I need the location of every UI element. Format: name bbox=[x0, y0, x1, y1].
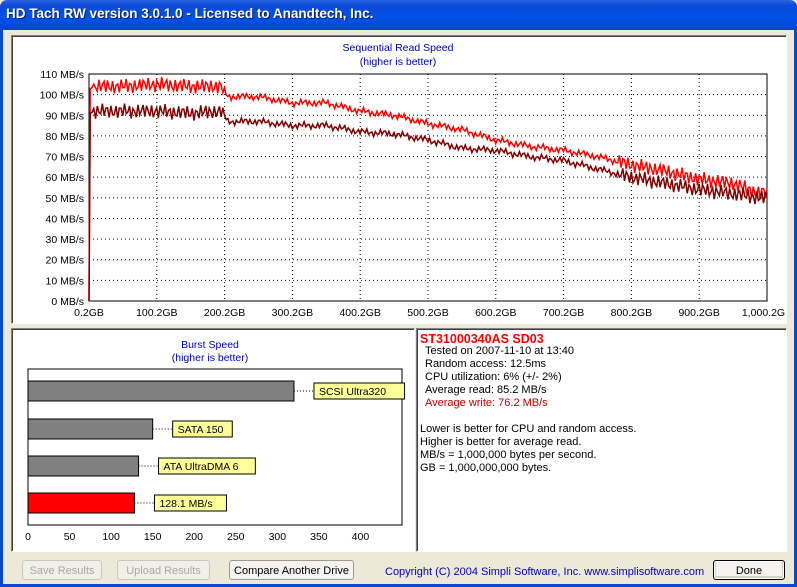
burst-x-tick-label: 400 bbox=[352, 531, 370, 543]
cpu-utilization: CPU utilization: 6% (+/- 2%) bbox=[425, 371, 562, 383]
window-frame-left bbox=[0, 30, 3, 587]
burst-x-tick-label: 50 bbox=[64, 531, 76, 543]
note-line: GB = 1,000,000,000 bytes. bbox=[420, 462, 552, 474]
done-button[interactable]: Done bbox=[713, 560, 785, 580]
window-frame-right bbox=[794, 30, 797, 587]
read-x-tick-label: 300.2GB bbox=[272, 307, 313, 319]
burst-bar-label: ATA UltraDMA 6 bbox=[164, 461, 239, 473]
read-x-tick-label: 900.2GB bbox=[678, 307, 719, 319]
burst-speed-panel: Burst Speed (higher is better) 0 50 100 150… bbox=[11, 328, 415, 552]
burst-chart-title: Burst Speed bbox=[181, 339, 239, 351]
read-x-tick-label: 100.2GB bbox=[136, 307, 177, 319]
drive-name: ST31000340AS SD03 bbox=[420, 332, 544, 346]
average-read: Average read: 85.2 MB/s bbox=[425, 384, 547, 396]
burst-label-box bbox=[158, 457, 256, 475]
read-chart-title: Sequential Read Speed bbox=[343, 42, 454, 54]
sequential-read-panel: Sequential Read Speed (higher is better)… bbox=[11, 35, 792, 324]
results-info-panel: ST31000340AS SD03 Tested on 2007-11-10 a… bbox=[416, 328, 787, 552]
average-write: Average write: 76.2 MB/s bbox=[425, 397, 548, 409]
read-y-tick-label: 110 MB/s bbox=[40, 69, 84, 81]
window-title: HD Tach RW version 3.0.1.0 - Licensed to… bbox=[6, 6, 374, 21]
burst-bar bbox=[27, 455, 140, 477]
note-line: Higher is better for average read. bbox=[420, 436, 582, 448]
read-x-tick-label: 700.2GB bbox=[543, 307, 584, 319]
read-y-tick-label: 100 MB/s bbox=[40, 90, 84, 102]
burst-speed-chart: Burst Speed (higher is better) 0 50 100 150… bbox=[25, 339, 406, 543]
burst-label-box bbox=[153, 494, 227, 512]
read-y-tick-label: 10 MB/s bbox=[45, 275, 84, 287]
sequential-read-chart: Sequential Read Speed (higher is better)… bbox=[40, 42, 792, 319]
read-y-tick-label: 30 MB/s bbox=[45, 234, 84, 246]
upload-results-button[interactable]: Upload Results bbox=[117, 560, 210, 580]
burst-chart-subtitle: (higher is better) bbox=[172, 352, 248, 364]
read-chart-subtitle: (higher is better) bbox=[360, 56, 436, 68]
burst-bar bbox=[27, 418, 154, 440]
read-x-tick-label: 0.2GB bbox=[74, 307, 104, 319]
read-x-tick-label: 400.2GB bbox=[339, 307, 380, 319]
burst-x-tick-label: 100 bbox=[102, 531, 120, 543]
burst-x-tick-label: 300 bbox=[269, 531, 287, 543]
window-frame-bottom bbox=[0, 584, 797, 587]
burst-x-tick-label: 250 bbox=[227, 531, 245, 543]
burst-x-tick-label: 0 bbox=[25, 531, 31, 543]
title-bar[interactable]: HD Tach RW version 3.0.1.0 - Licensed to… bbox=[0, 0, 797, 30]
burst-bar-label: SCSI Ultra320 bbox=[319, 386, 386, 398]
read-x-tick-label: 500.2GB bbox=[407, 307, 448, 319]
burst-bar-label: SATA 150 bbox=[178, 424, 224, 436]
save-results-button[interactable]: Save Results bbox=[22, 560, 102, 580]
burst-x-tick-label: 350 bbox=[310, 531, 328, 543]
burst-x-tick-label: 200 bbox=[185, 531, 203, 543]
burst-label-box bbox=[313, 382, 406, 400]
tested-date: Tested on 2007-11-10 at 13:40 bbox=[425, 345, 575, 357]
read-y-tick-label: 90 MB/s bbox=[45, 110, 84, 122]
read-y-tick-label: 80 MB/s bbox=[45, 131, 84, 143]
burst-bar bbox=[27, 492, 135, 514]
burst-bar bbox=[27, 380, 295, 402]
read-y-tick-label: 40 MB/s bbox=[45, 213, 84, 225]
burst-label-box bbox=[172, 420, 233, 438]
read-x-tick-label: 800.2GB bbox=[611, 307, 652, 319]
burst-x-tick-label: 150 bbox=[144, 531, 162, 543]
copyright-text: Copyright (C) 2004 Simpli Software, Inc.… bbox=[385, 566, 705, 578]
note-line: MB/s = 1,000,000 bytes per second. bbox=[420, 449, 597, 461]
burst-bar-label: 128.1 MB/s bbox=[159, 498, 212, 510]
read-series-line bbox=[88, 103, 768, 302]
random-access: Random access: 12.5ms bbox=[425, 358, 547, 370]
read-y-tick-label: 70 MB/s bbox=[45, 152, 84, 164]
read-y-tick-label: 0 MB/s bbox=[51, 296, 84, 308]
read-y-tick-label: 60 MB/s bbox=[45, 172, 84, 184]
note-line: Lower is better for CPU and random acces… bbox=[420, 423, 637, 435]
read-x-tick-label: 600.2GB bbox=[475, 307, 516, 319]
compare-another-drive-button[interactable]: Compare Another Drive bbox=[229, 560, 354, 580]
read-y-tick-label: 50 MB/s bbox=[45, 193, 84, 205]
read-series-line bbox=[88, 76, 768, 302]
read-x-tick-label: 1,000.2GB bbox=[742, 307, 786, 319]
read-x-tick-label: 200.2GB bbox=[204, 307, 245, 319]
read-y-tick-label: 20 MB/s bbox=[45, 255, 84, 267]
